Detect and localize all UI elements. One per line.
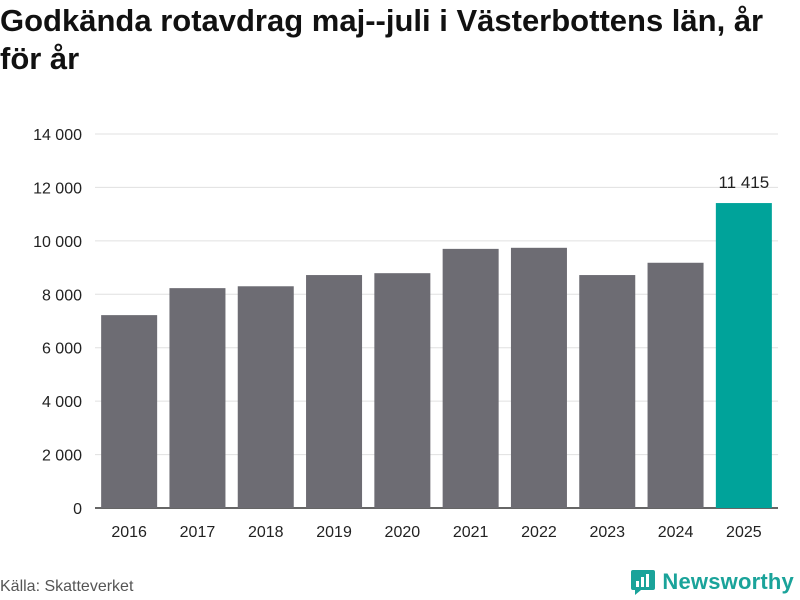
bar-2025 (715, 203, 772, 508)
bar-2022 (510, 247, 567, 508)
x-tick-label: 2022 (521, 524, 557, 541)
source-note: Källa: Skatteverket (0, 578, 134, 595)
chart-title: Godkända rotavdrag maj--juli i Västerbot… (0, 3, 764, 76)
bar-2016 (101, 315, 158, 508)
bars (101, 203, 772, 508)
y-tick-label: 8 000 (42, 287, 82, 304)
y-tick-label: 2 000 (42, 448, 82, 465)
y-tick-label: 0 (73, 501, 82, 518)
x-tick-label: 2023 (589, 524, 625, 541)
data-labels: 11 415 (718, 173, 769, 192)
y-axis-ticks: 0 2 000 4 000 6 000 8 000 10 000 12 000 14 000 (33, 127, 82, 518)
y-tick-label: 14 000 (33, 127, 82, 144)
bar-2021 (442, 248, 499, 508)
brand-name: Newsworthy (662, 569, 794, 594)
bar-2023 (579, 275, 636, 508)
x-tick-label: 2025 (726, 524, 762, 541)
bar-2017 (169, 288, 226, 508)
bar-2019 (306, 275, 363, 508)
y-tick-label: 10 000 (33, 234, 82, 251)
data-label-2025: 11 415 (718, 173, 769, 192)
x-tick-label: 2020 (385, 524, 421, 541)
brand[interactable]: Newsworthy (630, 568, 794, 596)
y-tick-label: 12 000 (33, 180, 82, 197)
newsworthy-logo-icon (631, 570, 656, 595)
x-tick-label: 2019 (316, 524, 352, 541)
x-tick-label: 2021 (453, 524, 489, 541)
y-tick-label: 6 000 (42, 341, 82, 358)
x-axis-ticks: 2016 2017 2018 2019 2020 2021 2022 2023 2024 2025 (111, 524, 761, 541)
x-tick-label: 2024 (658, 524, 694, 541)
x-tick-label: 2018 (248, 524, 284, 541)
bar-2018 (237, 286, 294, 508)
x-tick-label: 2017 (180, 524, 216, 541)
y-tick-label: 4 000 (42, 394, 82, 411)
x-tick-label: 2016 (111, 524, 147, 541)
bar-2020 (374, 273, 431, 508)
bar-2024 (647, 262, 704, 508)
